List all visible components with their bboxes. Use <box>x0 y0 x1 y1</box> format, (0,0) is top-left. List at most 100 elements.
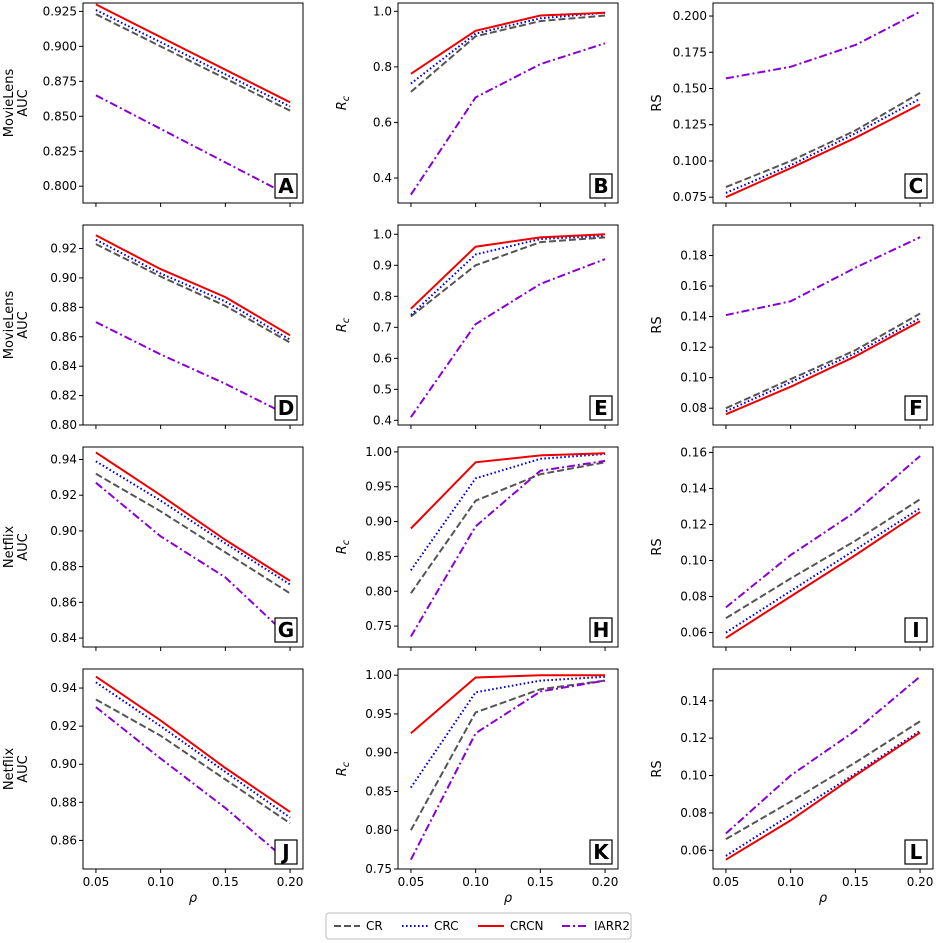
series-crc-line <box>95 238 291 341</box>
series-crc-line <box>725 507 921 634</box>
y-tick-label: 0.150 <box>673 82 707 96</box>
x-tick-label: 0.05 <box>398 875 425 889</box>
series-cr-line <box>95 243 291 344</box>
y-tick-label: 0.900 <box>43 39 77 53</box>
panel-k: 0.05 0.10 0.15 0.20 0.75 0.80 0.85 0.90 0.95 1.00… <box>335 668 619 906</box>
series-crc-line <box>410 453 606 571</box>
axes-frame <box>397 668 619 870</box>
y-tick-label: 0.4 <box>373 171 392 185</box>
series-crcn-line <box>410 11 606 75</box>
y-tick-label: 0.14 <box>680 694 707 708</box>
y-axis-label: AUC <box>16 311 31 339</box>
panel-letter: I <box>912 618 919 642</box>
legend-label-iarr2: IARR2 <box>594 919 630 933</box>
y-tick-label: 0.9 <box>373 258 392 272</box>
panel-letter: H <box>593 618 610 642</box>
panel-letter-box <box>274 617 298 643</box>
y-tick-label: 1.00 <box>365 445 392 459</box>
series-iarr2-line <box>95 94 291 197</box>
legend-label-cr: CR <box>366 919 383 933</box>
y-axis-label: RS <box>650 316 665 333</box>
x-tick-label: 0.05 <box>83 875 110 889</box>
panel-i: 0.06 0.08 0.10 0.12 0.14 0.16 RS I <box>650 445 934 651</box>
y-tick-label: 0.94 <box>50 453 77 467</box>
series-crcn-line <box>95 234 291 337</box>
y-tick-label: 0.5 <box>373 382 392 396</box>
axes-frame <box>82 2 304 204</box>
y-tick-label: 0.90 <box>365 746 392 760</box>
y-tick-label: 0.75 <box>365 862 392 876</box>
axes-frame <box>397 446 619 648</box>
panel-letter-box <box>904 617 928 643</box>
series-cr-line <box>95 13 291 112</box>
legend-label-crc: CRC <box>434 919 459 933</box>
y-tick-label: 0.06 <box>680 626 707 640</box>
y-tick-label: 1.0 <box>373 4 392 18</box>
panel-letter-box <box>589 173 613 199</box>
series-cr-line <box>410 14 606 93</box>
series-crc-line <box>410 234 606 316</box>
series-crc-line <box>95 9 291 108</box>
y-tick-label: 0.75 <box>365 619 392 633</box>
panel-g: 0.84 0.86 0.88 0.90 0.92 0.94 Netflix AUC G <box>2 446 304 651</box>
panel-d: 0.80 0.82 0.84 0.86 0.88 0.90 0.92 MovieLens AUC… <box>2 224 304 432</box>
axes-frame <box>82 446 304 648</box>
y-axis-label: RS <box>650 94 665 111</box>
y-tick-label: 0.90 <box>50 524 77 538</box>
y-tick-label: 0.92 <box>50 488 77 502</box>
series-iarr2-line <box>725 675 921 835</box>
x-tick-label: 0.05 <box>713 875 740 889</box>
series-cr-line <box>725 498 921 620</box>
panel-letter-box <box>904 173 928 199</box>
y-axis-label: AUC <box>16 755 31 783</box>
series-crc-line <box>725 729 921 857</box>
y-tick-label: 0.80 <box>365 584 392 598</box>
y-tick-label: 0.08 <box>680 590 707 604</box>
dataset-label: Netflix <box>2 526 17 569</box>
y-tick-label: 0.88 <box>50 795 77 809</box>
axes-frame <box>712 446 934 648</box>
panel-letter: J <box>280 840 289 864</box>
panel-f: 0.08 0.10 0.12 0.14 0.16 0.18 RS F <box>650 224 934 429</box>
y-tick-label: 0.12 <box>680 517 707 531</box>
series-iarr2-line <box>95 321 291 418</box>
y-tick-label: 0.175 <box>673 45 707 59</box>
panel-l: 0.05 0.10 0.15 0.20 0.06 0.08 0.10 0.12 0.14 RS ρ L <box>650 668 934 906</box>
x-axis-label: ρ <box>189 891 198 906</box>
y-tick-label: 0.125 <box>673 118 707 132</box>
panel-letter: A <box>278 174 294 198</box>
panel-letter-box <box>274 395 298 421</box>
y-axis-label: AUC <box>16 533 31 561</box>
series-crc-line <box>410 11 606 85</box>
y-tick-label: 0.825 <box>43 144 77 158</box>
series-crcn-line <box>95 3 291 104</box>
y-tick-label: 0.85 <box>365 549 392 563</box>
dataset-label: MovieLens <box>2 69 17 138</box>
y-tick-label: 0.850 <box>43 109 77 123</box>
y-tick-label: 0.88 <box>50 560 77 574</box>
series-iarr2-line <box>95 706 291 865</box>
dataset-label: MovieLens <box>2 291 17 360</box>
y-tick-label: 0.90 <box>365 515 392 529</box>
y-tick-label: 0.88 <box>50 300 77 314</box>
panel-j: 0.05 0.10 0.15 0.20 0.86 0.88 0.90 0.92 0.94 Netf… <box>2 668 304 906</box>
y-tick-label: 0.8 <box>373 289 392 303</box>
axes-frame <box>82 668 304 870</box>
y-axis-label: Rc <box>335 761 352 776</box>
y-tick-label: 0.86 <box>50 833 77 847</box>
x-tick-label: 0.10 <box>147 875 174 889</box>
axes-frame <box>397 224 619 426</box>
panel-b: 0.4 0.6 0.8 1.0 Rc B <box>335 2 619 207</box>
axes-frame <box>712 2 934 204</box>
y-tick-label: 0.95 <box>365 707 392 721</box>
y-tick-label: 0.4 <box>373 413 392 427</box>
y-tick-label: 0.82 <box>50 389 77 403</box>
series-crcn-line <box>95 451 291 582</box>
y-tick-label: 0.800 <box>43 179 77 193</box>
panel-letter-box <box>589 395 613 421</box>
series-cr-line <box>95 472 291 595</box>
y-tick-label: 0.100 <box>673 154 707 168</box>
y-tick-label: 0.7 <box>373 320 392 334</box>
series-cr-line <box>410 461 606 594</box>
